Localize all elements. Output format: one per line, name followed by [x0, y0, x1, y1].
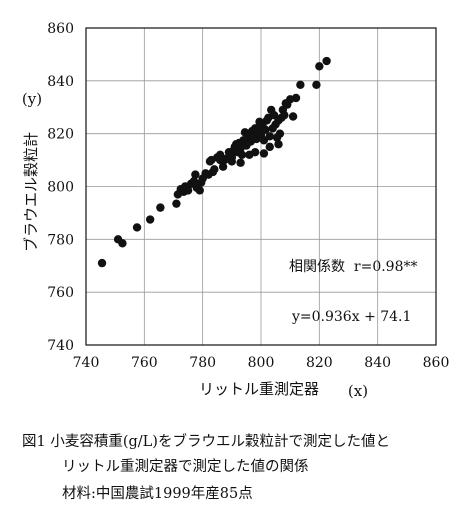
data-point [245, 150, 254, 159]
data-point [265, 132, 274, 141]
data-point [259, 149, 269, 158]
regression-equation-annotation: y=0.936x + 74.1 [291, 309, 411, 325]
data-point [132, 223, 142, 232]
data-point [275, 129, 285, 138]
data-point [172, 199, 181, 208]
data-point [145, 215, 155, 224]
plot-area-frame [85, 27, 437, 346]
data-point [215, 155, 225, 165]
grid-lines [85, 27, 437, 346]
x-axis-title: リットル重測定器 [199, 380, 319, 398]
data-point [195, 186, 204, 195]
data-point [189, 177, 199, 186]
data-point [97, 258, 107, 268]
data-point [227, 157, 237, 166]
data-point [156, 203, 165, 212]
y-tick-label: 800 [47, 180, 74, 196]
data-points [97, 56, 331, 268]
data-point [183, 186, 193, 195]
figure-caption-line-2: リットル重測定器で測定した値の関係 [62, 459, 309, 475]
data-point [210, 165, 219, 174]
y-tick-label: 780 [47, 232, 74, 248]
data-point [315, 62, 324, 71]
x-axis-variable: (x) [348, 382, 368, 400]
data-point [291, 93, 301, 103]
data-point [312, 80, 321, 89]
y-tick-label: 820 [47, 127, 74, 143]
x-tick-label: 840 [364, 355, 391, 371]
data-point [118, 239, 127, 248]
figure-caption-line-1: 図1 小麦容積重(g/L)をブラウエル穀粒計で測定した値と [22, 434, 390, 450]
data-point [265, 142, 274, 152]
y-tick-label: 860 [47, 21, 74, 37]
y-axis-variable: (y) [22, 90, 42, 108]
y-tick-label: 760 [47, 285, 74, 301]
data-point [237, 150, 247, 159]
scatter-chart: 740 760 780 800 820 840 860 740 760 780 800 820 840 8… [22, 21, 449, 400]
data-point [296, 80, 305, 89]
x-tick-label: 780 [189, 355, 216, 371]
data-point [236, 158, 245, 167]
data-point [261, 125, 270, 134]
x-tick-label: 760 [131, 355, 158, 371]
x-tick-label: 740 [73, 355, 100, 371]
data-point [274, 140, 283, 149]
correlation-annotation: 相関係数 r=0.98** [289, 259, 418, 275]
x-tick-label: 820 [306, 355, 333, 371]
x-tick-label: 860 [423, 355, 450, 371]
y-axis-title: ブラウエル穀粒計 [22, 132, 40, 252]
y-tick-label: 840 [47, 74, 74, 90]
x-tick-label: 800 [248, 355, 275, 371]
data-point [280, 110, 289, 120]
data-point [218, 162, 228, 171]
data-point [191, 170, 200, 179]
y-tick-label: 740 [47, 338, 74, 354]
figure-caption-materials: 材料:中国農試1999年産85点 [62, 486, 253, 502]
data-point [288, 112, 298, 121]
tick-labels: 740 760 780 800 820 840 860 740 760 780 800 820 840 8… [47, 21, 449, 371]
data-point [322, 56, 331, 66]
